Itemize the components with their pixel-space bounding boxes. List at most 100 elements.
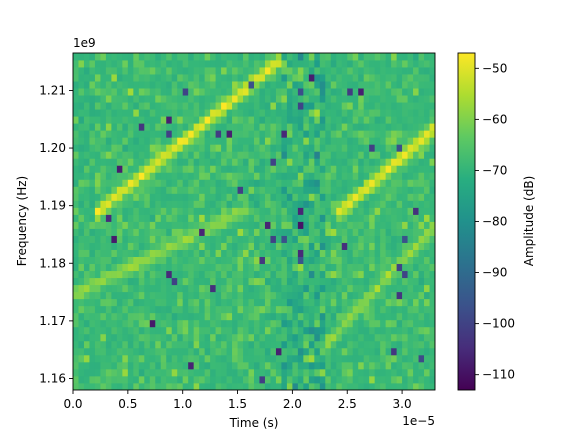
heatmap-cell: [149, 270, 156, 279]
heatmap-cell: [155, 186, 162, 194]
heatmap-cell: [270, 81, 277, 89]
heatmap-cell: [341, 242, 348, 250]
heatmap-cell: [73, 270, 79, 279]
heatmap-cell: [111, 81, 118, 89]
heatmap-cell: [418, 207, 425, 215]
heatmap-cell: [314, 326, 321, 335]
heatmap-cell: [89, 179, 96, 187]
heatmap-cell: [319, 88, 326, 96]
heatmap-cell: [385, 53, 392, 61]
heatmap-cell: [78, 375, 85, 384]
heatmap-cell: [122, 144, 129, 152]
heatmap-cell: [429, 354, 435, 363]
heatmap-cell: [199, 165, 206, 173]
heatmap-cell: [215, 249, 222, 257]
heatmap-cell: [297, 60, 304, 68]
heatmap-cell: [177, 382, 184, 390]
heatmap-cell: [374, 361, 381, 370]
heatmap-cell: [193, 179, 200, 187]
heatmap-cell: [319, 81, 326, 89]
heatmap-cell: [292, 305, 299, 314]
heatmap-cell: [226, 144, 233, 152]
heatmap-cell: [325, 102, 332, 110]
heatmap-cell: [199, 172, 206, 180]
heatmap-cell: [391, 74, 397, 82]
heatmap-cell: [193, 375, 200, 384]
heatmap-cell: [89, 109, 96, 117]
heatmap-cell: [171, 340, 178, 349]
heatmap-cell: [270, 298, 277, 307]
heatmap-cell: [105, 67, 112, 75]
heatmap-cell: [429, 81, 435, 89]
heatmap-cell: [171, 165, 178, 173]
heatmap-cell: [243, 235, 249, 243]
heatmap-cell: [127, 60, 134, 68]
heatmap-cell: [160, 228, 167, 236]
heatmap-cell: [418, 368, 425, 377]
heatmap-cell: [166, 130, 173, 138]
heatmap-cell: [73, 249, 79, 257]
heatmap-cell: [308, 354, 315, 363]
heatmap-cell: [182, 235, 189, 243]
heatmap-cell: [385, 186, 392, 194]
heatmap-cell: [314, 60, 321, 68]
heatmap-cell: [243, 165, 249, 173]
heatmap-cell: [89, 214, 96, 222]
heatmap-cell: [418, 116, 425, 124]
heatmap-cell: [319, 109, 326, 117]
heatmap-cell: [413, 81, 419, 89]
heatmap-cell: [402, 249, 408, 257]
heatmap-cell: [341, 186, 348, 194]
heatmap-cell: [210, 88, 216, 96]
heatmap-cell: [248, 67, 255, 75]
heatmap-cell: [237, 382, 244, 390]
heatmap-cell: [396, 179, 403, 187]
heatmap-cell: [155, 228, 162, 236]
heatmap-cell: [429, 95, 435, 103]
heatmap-cell: [341, 74, 348, 82]
heatmap-cell: [78, 60, 85, 68]
heatmap-cell: [264, 277, 271, 286]
heatmap-cell: [210, 74, 216, 82]
heatmap-cell: [210, 53, 216, 61]
heatmap-cell: [89, 326, 96, 335]
heatmap-cell: [424, 361, 430, 370]
heatmap-cell: [330, 74, 337, 82]
heatmap-cell: [248, 319, 255, 328]
heatmap-cell: [259, 312, 266, 321]
heatmap-cell: [111, 347, 118, 356]
heatmap-cell: [407, 172, 414, 180]
heatmap-cell: [347, 193, 354, 201]
heatmap-cell: [314, 256, 321, 265]
heatmap-cell: [193, 74, 200, 82]
heatmap-cell: [308, 95, 315, 103]
heatmap-cell: [188, 207, 195, 215]
heatmap-cell: [352, 235, 359, 243]
heatmap-cell: [166, 242, 173, 250]
heatmap-cell: [259, 305, 266, 314]
heatmap-cell: [385, 375, 392, 384]
heatmap-cell: [286, 312, 293, 321]
heatmap-cell: [347, 242, 354, 250]
heatmap-cell: [116, 298, 123, 307]
heatmap-cell: [270, 67, 277, 75]
heatmap-cell: [193, 291, 200, 300]
heatmap-cell: [292, 200, 299, 208]
heatmap-cell: [243, 158, 249, 166]
heatmap-cell: [221, 333, 227, 342]
heatmap-cell: [270, 165, 277, 173]
heatmap-cell: [281, 144, 288, 152]
heatmap-cell: [424, 382, 430, 390]
heatmap-cell: [275, 375, 282, 384]
heatmap-cell: [254, 235, 260, 243]
heatmap-cell: [352, 326, 359, 335]
heatmap-cell: [292, 375, 299, 384]
heatmap-cell: [391, 221, 397, 229]
heatmap-cell: [380, 165, 387, 173]
heatmap-cell: [402, 144, 408, 152]
heatmap-cell: [144, 214, 151, 222]
heatmap-cell: [286, 256, 293, 265]
heatmap-cell: [94, 354, 101, 363]
heatmap-cell: [297, 256, 304, 265]
heatmap-cell: [281, 242, 288, 250]
